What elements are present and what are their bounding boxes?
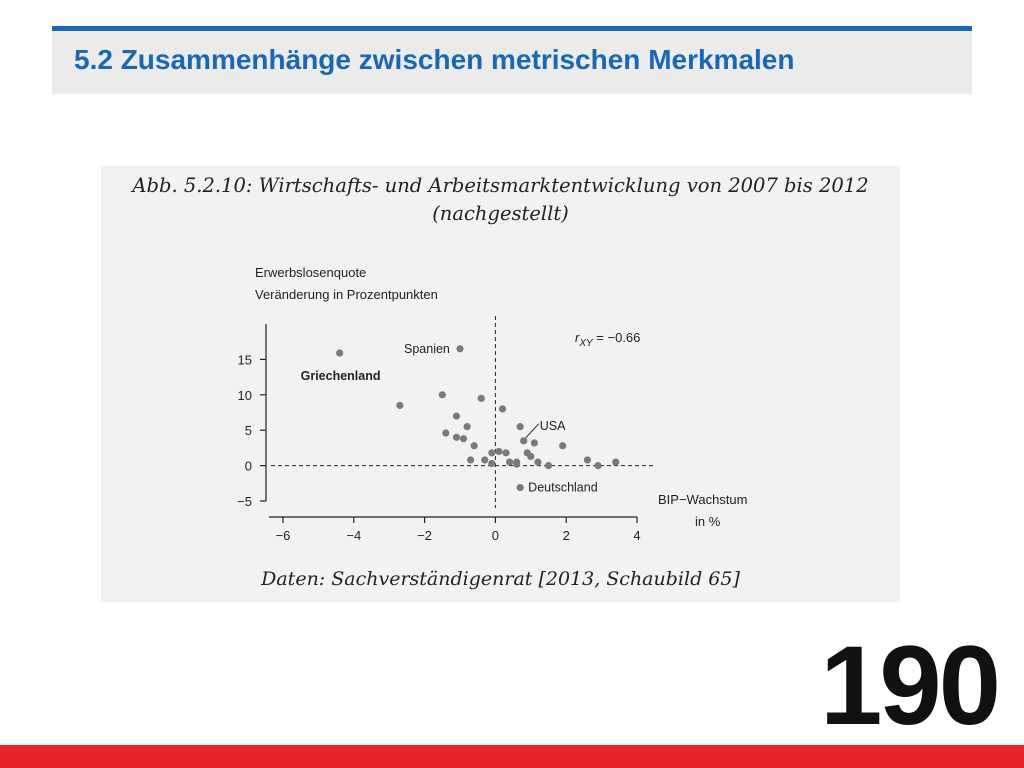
x-tick-label: −6: [276, 528, 291, 543]
labels-layer: Griechenland Spanien USA Deutschland: [301, 342, 598, 495]
points-layer: [336, 345, 620, 492]
data-point: [498, 405, 507, 413]
scatter-plot: Erwerbslosenquote Veränderung in Prozentp…: [237, 265, 747, 543]
figure-source: Daten: Sachverständigenrat [2013, Schaub…: [261, 568, 740, 590]
y-tick-label: 15: [238, 352, 252, 367]
y-axis-label-line2: Veränderung in Prozentpunkten: [255, 287, 438, 302]
data-point: [452, 433, 461, 441]
data-point: [495, 447, 503, 456]
data-point: [463, 423, 471, 431]
data-point: [559, 442, 567, 450]
data-point: [594, 462, 602, 470]
x-tick-label: 2: [563, 528, 570, 543]
figure-panel: Abb. 5.2.10: Wirtschafts- und Arbeitsmar…: [101, 166, 900, 602]
data-point: [488, 459, 496, 468]
data-point: [530, 439, 538, 447]
y-tick-label: −5: [237, 494, 252, 509]
page-number: 190: [820, 623, 1001, 748]
point-annotation: Spanien: [404, 342, 450, 356]
axes-layer: Erwerbslosenquote Veränderung in Prozentp…: [237, 265, 747, 543]
data-point: [470, 442, 478, 450]
y-tick-label: 5: [245, 423, 252, 438]
data-point: [396, 401, 404, 410]
data-point: [612, 458, 620, 466]
data-point: [527, 452, 535, 460]
data-point: [513, 460, 521, 468]
point-annotation: Griechenland: [301, 369, 381, 383]
data-point: [438, 391, 446, 399]
correlation-label: rXY = −0.66: [575, 330, 640, 349]
figure-caption-line2: (nachgestellt): [432, 202, 569, 225]
data-point: [516, 483, 524, 492]
data-point: [442, 429, 450, 437]
figure-caption-line1: Abb. 5.2.10: Wirtschafts- und Arbeitsmar…: [132, 174, 869, 197]
y-tick-label: 10: [238, 388, 252, 403]
data-point: [456, 345, 464, 353]
data-point: [505, 458, 514, 466]
data-point: [467, 456, 475, 464]
title-bar: 5.2 Zusammenhänge zwischen metrischen Me…: [52, 26, 972, 94]
data-point: [520, 437, 528, 445]
data-point: [481, 456, 489, 464]
data-point: [534, 458, 542, 466]
data-point: [459, 435, 468, 443]
bottom-accent-bar: [0, 745, 1024, 768]
x-tick-label: −4: [346, 528, 361, 543]
x-axis-label-line2: in %: [695, 514, 721, 529]
data-point: [488, 449, 496, 457]
x-tick-label: −2: [417, 528, 432, 543]
data-point: [502, 449, 510, 457]
data-point: [583, 456, 592, 464]
annotation-leader-line: [525, 423, 540, 439]
x-tick-label: 0: [492, 528, 499, 543]
data-point: [544, 462, 553, 470]
y-tick-label: 0: [245, 459, 252, 474]
y-axis-label-line1: Erwerbslosenquote: [255, 265, 366, 280]
slide-title: 5.2 Zusammenhänge zwischen metrischen Me…: [74, 44, 795, 75]
data-point: [516, 423, 524, 431]
data-point: [452, 412, 461, 420]
data-point: [336, 349, 344, 357]
point-annotation: USA: [540, 419, 566, 433]
data-point: [477, 394, 485, 402]
x-axis-label-line1: BIP−Wachstum: [658, 492, 747, 507]
x-tick-label: 4: [633, 528, 640, 543]
point-annotation: Deutschland: [528, 481, 598, 495]
